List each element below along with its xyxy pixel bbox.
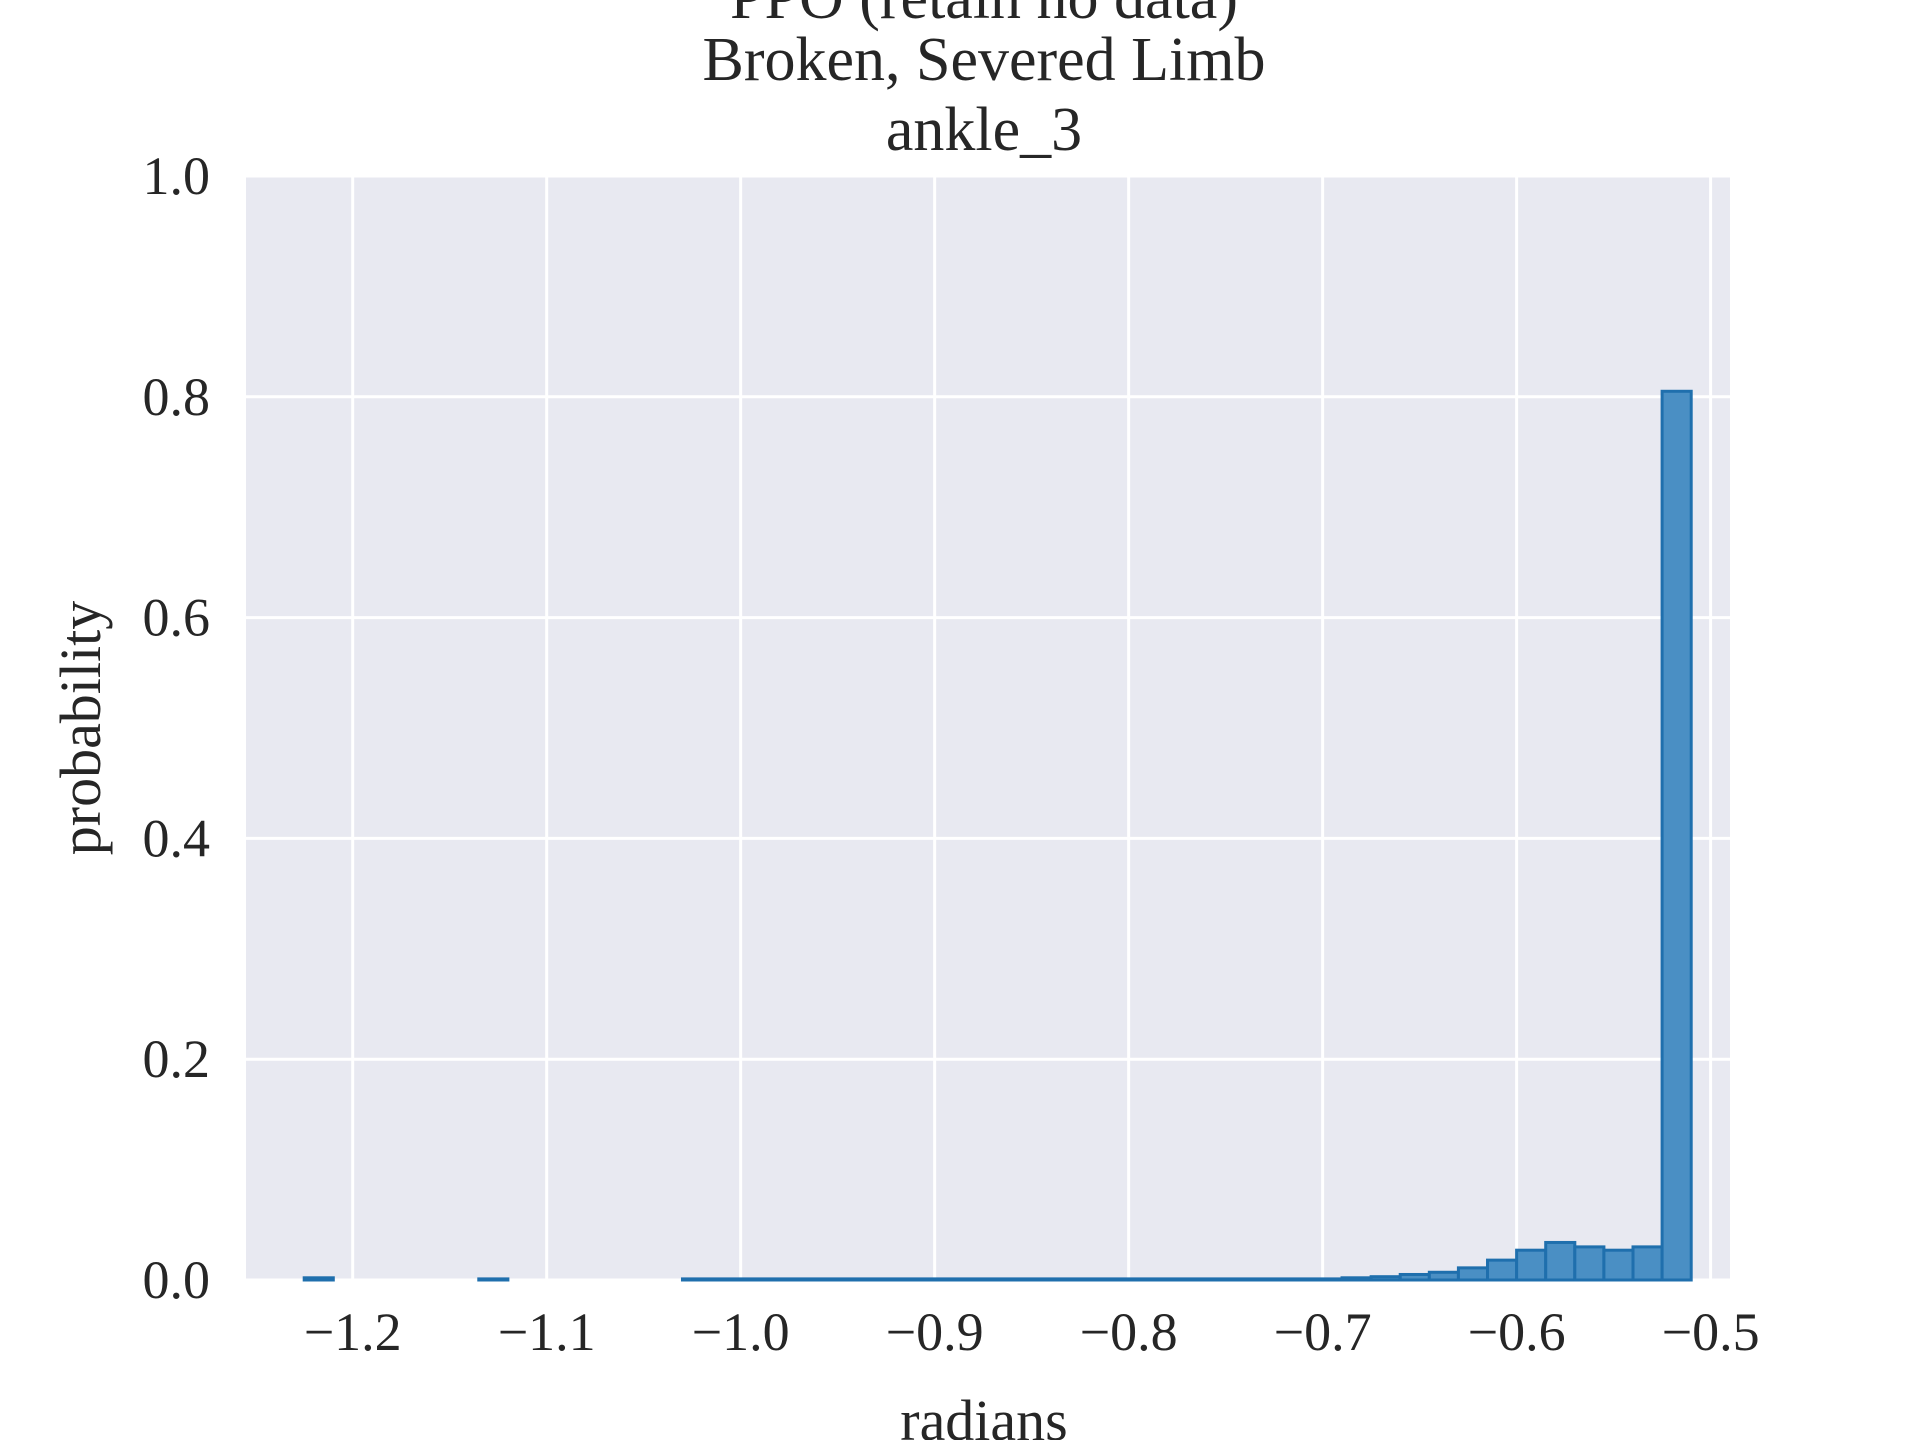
histogram-bar-13 [1631,1245,1664,1282]
y-tick-label-3: 0.6 [143,588,211,648]
histogram-bar-8 [1486,1258,1519,1282]
y-tick-label-2: 0.4 [143,808,211,868]
histogram-bar-3 [1340,1276,1373,1282]
x-tick-label-1: −1.1 [498,1302,596,1362]
x-tick-label-0: −1.2 [304,1302,402,1362]
y-tick-label-1: 0.2 [143,1029,211,1089]
x-tick-label-5: −0.7 [1274,1302,1372,1362]
x-tick-label-2: −1.0 [692,1302,790,1362]
y-axis-label: probability [48,601,113,856]
chart-title-line-1: PPO (retain no data) [730,0,1238,32]
histogram-bar-9 [1515,1248,1548,1282]
x-tick-label-6: −0.6 [1468,1302,1566,1362]
histogram-bar-10 [1544,1240,1577,1282]
x-tick-labels: −1.2 −1.1 −1.0 −0.9 −0.8 −0.7 −0.6 −0.5 [304,1302,1760,1362]
histogram-bar-0 [302,1276,335,1282]
histogram-bar-5 [1398,1272,1431,1282]
histogram-bar-2 [680,1277,1344,1282]
x-tick-label-4: −0.8 [1080,1302,1178,1362]
histogram-bar-11 [1573,1245,1606,1282]
histogram-bar-12 [1602,1248,1635,1282]
y-tick-label-4: 0.8 [143,367,211,427]
y-tick-labels: 0.0 0.2 0.4 0.6 0.8 1.0 [143,146,211,1310]
histogram-bar-4 [1369,1275,1402,1282]
histogram-bar-7 [1456,1266,1490,1282]
y-tick-label-5: 1.0 [143,146,211,206]
chart-title-line-3: ankle_3 [886,96,1082,164]
x-axis-label: radians [900,1388,1068,1440]
histogram-bar-6 [1427,1270,1460,1282]
x-tick-label-7: −0.5 [1662,1302,1760,1362]
histogram-bar-1 [477,1277,510,1282]
chart-title-line-2: Broken, Severed Limb [702,26,1265,94]
x-tick-label-3: −0.9 [886,1302,984,1362]
histogram-bars [302,389,1693,1282]
y-tick-label-0: 0.0 [143,1250,211,1310]
histogram-bar-14 [1660,389,1693,1282]
plot-area [246,176,1730,1280]
